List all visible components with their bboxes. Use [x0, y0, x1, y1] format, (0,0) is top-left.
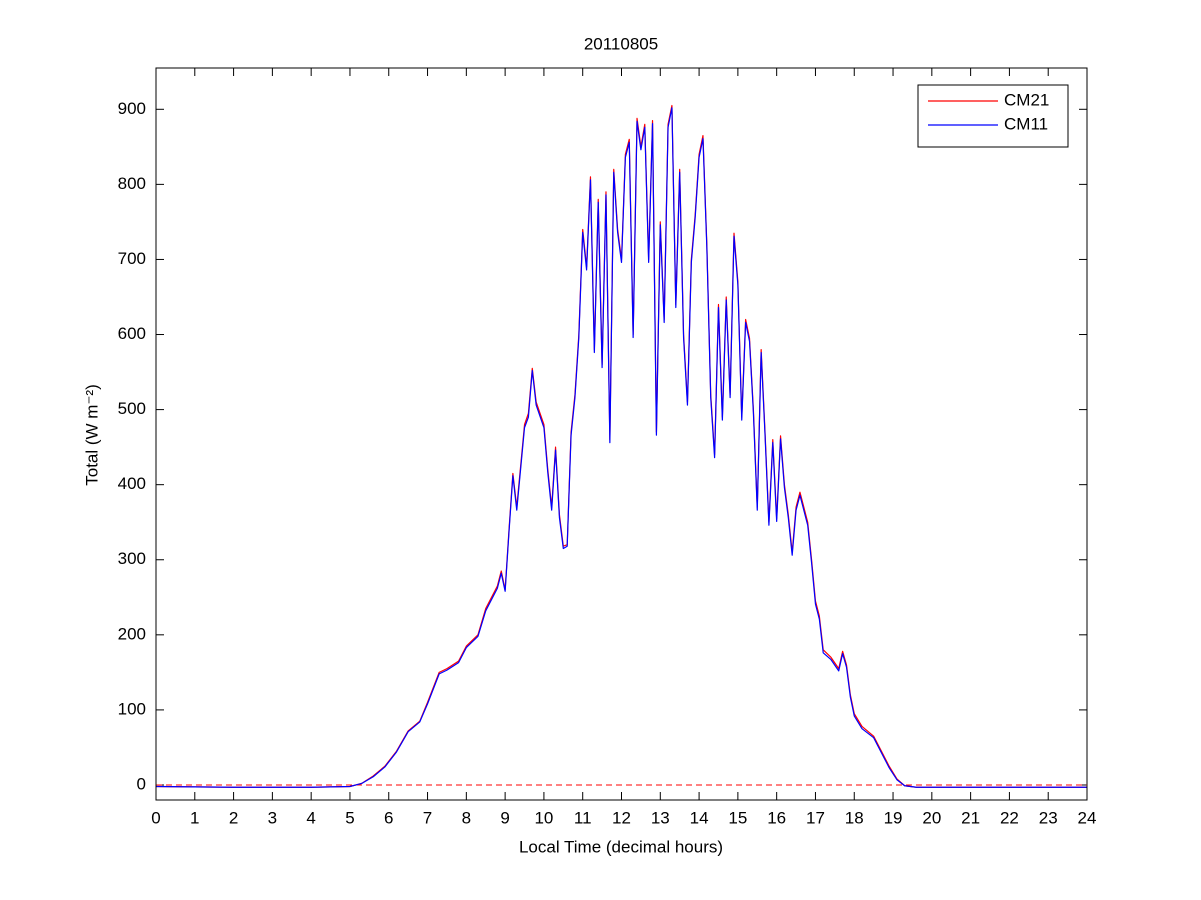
x-tick-label: 2 — [229, 808, 238, 827]
y-tick-label: 800 — [118, 174, 146, 193]
x-tick-label: 19 — [884, 808, 903, 827]
x-tick-label: 9 — [500, 808, 509, 827]
x-tick-label: 14 — [690, 808, 709, 827]
x-tick-label: 10 — [534, 808, 553, 827]
x-tick-label: 24 — [1078, 808, 1097, 827]
x-tick-label: 16 — [767, 808, 786, 827]
x-tick-label: 18 — [845, 808, 864, 827]
x-tick-label: 4 — [306, 808, 315, 827]
legend: CM21 CM11 — [917, 84, 1069, 148]
x-tick-label: 20 — [922, 808, 941, 827]
y-tick-label: 0 — [137, 774, 146, 793]
x-tick-label: 23 — [1039, 808, 1058, 827]
x-tick-label: 21 — [961, 808, 980, 827]
y-axis-label: Total (W m⁻²) — [82, 384, 101, 486]
legend-box — [917, 84, 1069, 148]
y-tick-label: 600 — [118, 324, 146, 343]
y-tick-label: 300 — [118, 549, 146, 568]
y-tick-label: 900 — [118, 99, 146, 118]
x-tick-label: 15 — [728, 808, 747, 827]
y-tick-label: 400 — [118, 474, 146, 493]
series-line — [155, 107, 1087, 788]
y-tick-label: 700 — [118, 249, 146, 268]
x-tick-label: 1 — [190, 808, 199, 827]
x-tick-label: 17 — [806, 808, 825, 827]
x-tick-label: 22 — [1000, 808, 1019, 827]
x-tick-label: 13 — [651, 808, 670, 827]
x-tick-label: 5 — [345, 808, 354, 827]
y-tick-label: 200 — [118, 624, 146, 643]
axes-box — [155, 67, 1088, 801]
y-tick-label: 100 — [118, 699, 146, 718]
x-tick-label: 8 — [462, 808, 471, 827]
x-axis-label: Local Time (decimal hours) — [519, 837, 723, 856]
x-tick-label: 12 — [612, 808, 631, 827]
x-tick-label: 6 — [384, 808, 393, 827]
x-tick-label: 11 — [574, 808, 592, 827]
chart-title: 20110805 — [584, 34, 658, 53]
plot-area — [156, 68, 1087, 800]
y-tick-label: 500 — [118, 399, 146, 418]
x-tick-label: 7 — [423, 808, 432, 827]
legend-label: CM11 — [1004, 114, 1048, 133]
x-tick-label: 3 — [268, 808, 277, 827]
x-tick-label: 0 — [151, 808, 160, 827]
legend-label: CM21 — [1004, 90, 1049, 109]
